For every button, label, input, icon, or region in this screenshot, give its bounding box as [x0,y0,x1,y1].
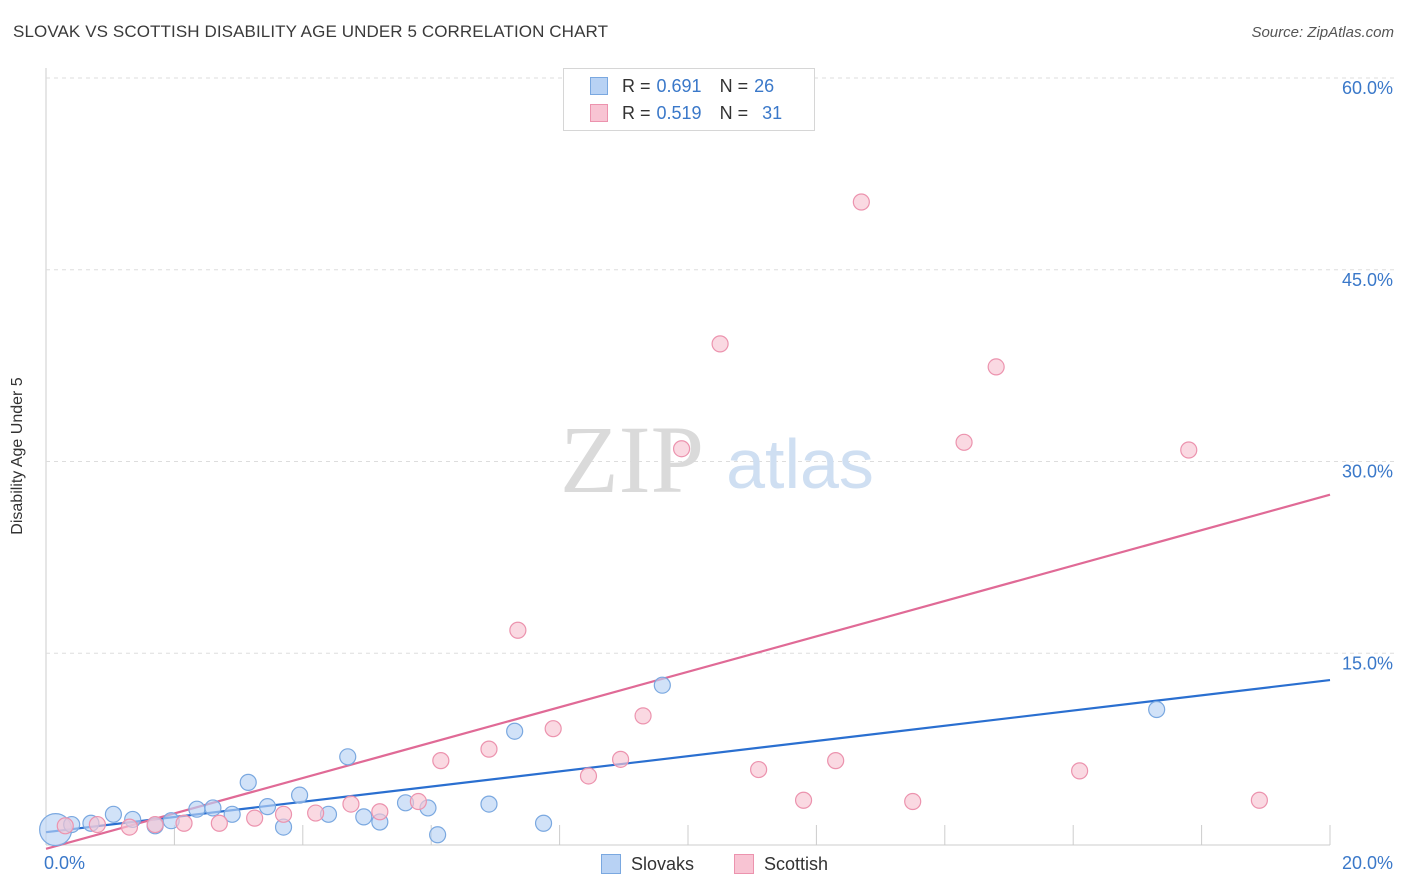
legend-row-scottish: R = 0.519 N = 31 [590,102,782,124]
scottish-point [146,815,164,834]
scottish-point [987,358,1005,376]
scottish-point [852,193,870,211]
scottish-legend-swatch [734,854,754,874]
legend-row-slovaks: R = 0.691 N = 26 [590,75,774,97]
n-value: 26 [754,75,775,96]
chart-title: SLOVAK VS SCOTTISH DISABILITY AGE UNDER … [13,22,609,41]
watermark-zip: ZIP [560,406,704,513]
y-tick-label: 60.0% [1342,78,1393,98]
slovaks-point [480,795,498,813]
slovaks-point [258,798,277,816]
scottish-point [904,792,922,811]
slovaks-legend-swatch [601,854,621,874]
scottish-point [544,720,562,738]
slovaks-point [429,826,447,844]
n-label: N = [719,75,749,96]
slovaks-point [1148,700,1166,719]
scottish-point [342,795,360,813]
scottish-point [827,752,845,770]
scottish-point [1071,762,1089,780]
scottish-point [307,804,325,822]
r-value: 0.519 [656,102,702,123]
legend-item-scottish: Scottish [734,852,828,876]
scottish-point [246,809,264,827]
slovaks-point [534,814,553,832]
scottish-point [634,707,652,725]
scottish-point [579,767,598,785]
slovaks-point [290,786,309,804]
slovaks-point [204,799,222,817]
scottish-point [794,791,813,809]
stats-legend: R = 0.691 N = 26 R = 0.519 N = 31 [563,68,815,131]
slovaks-point [506,722,524,740]
y-tick-label: 30.0% [1342,462,1393,482]
r-label: R = [622,102,651,123]
y-tick-label: 15.0% [1342,653,1393,673]
scottish-point [210,814,228,832]
scottish-point [409,792,427,811]
scottish-point [711,335,729,353]
scottish-point [120,818,139,836]
scottish-point [480,740,498,758]
source-label: Source: ZipAtlas.com [1251,24,1394,41]
scottish-point [672,440,691,458]
scottish-point [611,750,630,768]
scottish-point [1180,441,1198,459]
y-axis-label: Disability Age Under 5 [9,377,26,535]
slovaks-point [104,805,123,823]
scottish-swatch [590,104,608,122]
scottish-point [509,621,527,639]
slovaks-swatch [590,77,608,95]
y-tick-label: 45.0% [1342,270,1393,290]
slovaks-legend-label: Slovaks [631,853,695,874]
r-value: 0.691 [656,75,702,96]
scottish-point [955,433,973,451]
x-tick-label: 20.0% [1342,853,1393,873]
scottish-point [274,805,293,823]
scottish-point [56,817,74,835]
slovaks-point [355,808,373,826]
slovaks-point [223,805,241,823]
slovaks-point [339,748,357,766]
scottish-point [432,752,450,770]
slovaks-point [239,773,257,791]
legend-item-slovaks: Slovaks [601,852,694,876]
scottish-point [88,815,106,834]
slovaks-point [653,676,671,694]
scottish-point [750,760,768,779]
scottish-trend-line [45,493,1331,850]
n-label: N = [719,102,749,123]
scottish-legend-label: Scottish [764,853,829,874]
r-label: R = [622,75,651,96]
x-tick-label: 0.0% [44,853,85,873]
scottish-point [175,814,193,832]
scottish-point [1250,791,1268,809]
n-value: 31 [762,102,783,123]
slovaks-point [188,800,206,818]
scottish-point [371,803,389,821]
watermark-atlas: atlas [726,425,874,503]
